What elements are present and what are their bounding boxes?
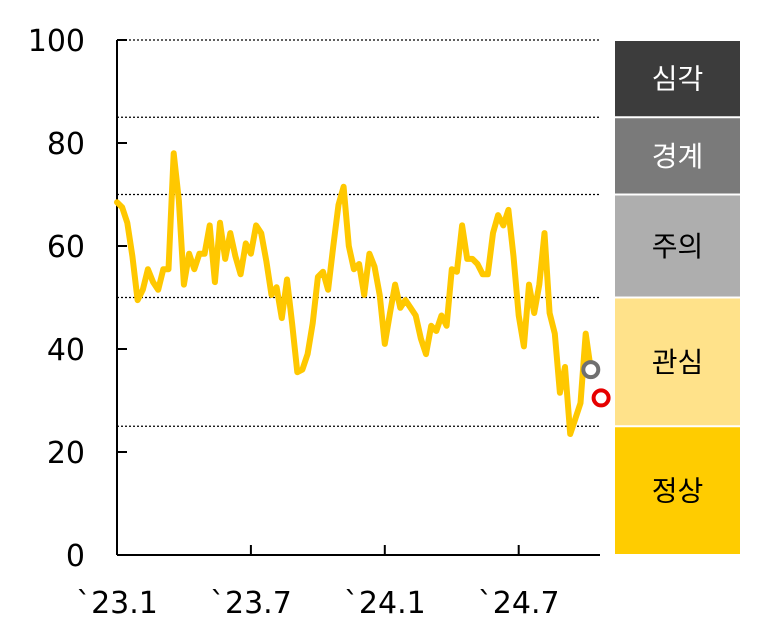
- y-tick-label: 40: [47, 333, 85, 368]
- series-group: [114, 150, 594, 437]
- y-tick-label: 0: [66, 539, 85, 574]
- x-ticks: `23.1 `23.7 `24.1 `24.7: [76, 545, 560, 621]
- y-tick-label: 100: [28, 24, 85, 59]
- band-label: 경계: [652, 140, 704, 173]
- y-tick-label: 80: [47, 127, 85, 162]
- band-label: 관심: [652, 346, 704, 379]
- point-marker-0: [581, 360, 601, 380]
- y-ticks: 0 20 40 60 80 100: [28, 24, 127, 574]
- band-3: [615, 298, 740, 426]
- y-tick-label: 20: [47, 436, 85, 471]
- band-4: [615, 427, 740, 554]
- x-tick-label: `24.1: [344, 586, 426, 621]
- x-tick-label: `23.1: [76, 586, 158, 621]
- x-tick-label: `24.7: [478, 586, 560, 621]
- band-label: 정상: [652, 475, 704, 508]
- point-marker-1: [591, 388, 611, 408]
- band-0: [615, 41, 740, 117]
- markers-group: [581, 360, 611, 408]
- series-line-0: [114, 150, 594, 437]
- band-1: [615, 118, 740, 194]
- x-tick-label: `23.7: [210, 586, 292, 621]
- y-tick-label: 60: [47, 230, 85, 265]
- threshold-gridlines: [117, 39, 600, 427]
- band-label: 심각: [652, 63, 704, 96]
- band-2: [615, 195, 740, 297]
- band-label: 주의: [652, 230, 704, 263]
